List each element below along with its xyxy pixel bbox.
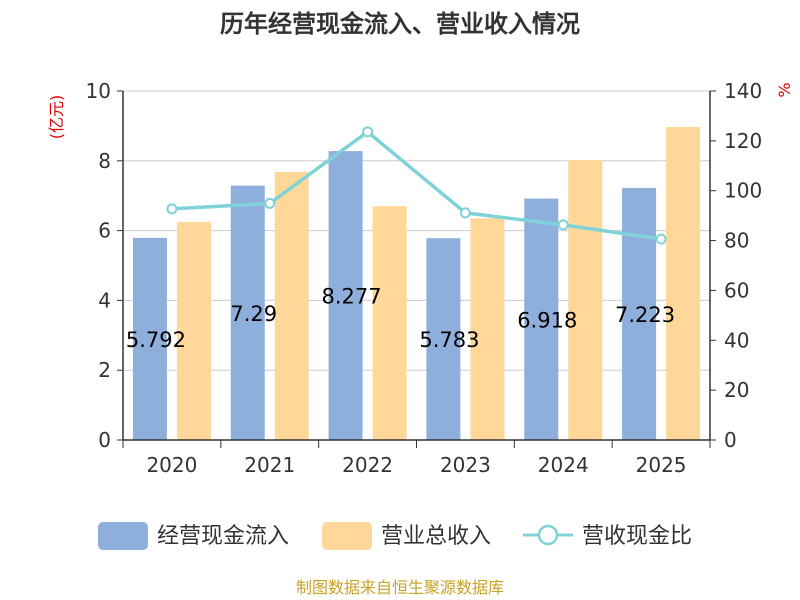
x-tick-label: 2022 [342,453,393,477]
legend-label-cash-inflow: 经营现金流入 [157,524,289,549]
x-tick-label: 2021 [244,453,295,477]
legend-label-ratio: 营收现金比 [582,524,692,549]
chart-title: 历年经营现金流入、营业收入情况 [220,10,580,38]
legend-swatch-total-revenue [322,522,372,550]
source-note: 制图数据来自恒生聚源数据库 [296,578,504,597]
x-tick-label: 2023 [440,453,491,477]
legend-swatch-cash-inflow [98,522,148,550]
data-label: 5.783 [419,328,479,352]
left-tick-label: 0 [98,428,111,452]
right-tick-label: 80 [724,229,749,253]
data-labels: 5.792 7.29 8.277 5.783 6.918 7.223 [126,285,675,353]
bar-cash-inflow [132,237,167,440]
data-label: 8.277 [322,285,382,309]
x-tick-label: 2024 [538,453,589,477]
gridlines [123,90,710,371]
left-tick-label: 10 [86,79,111,103]
right-tick-label: 60 [724,278,749,302]
ratio-line [166,126,667,245]
left-tick-label: 2 [98,358,111,382]
ratio-line-path [171,129,662,241]
bar-total-revenue [274,171,309,440]
bar-cash-inflow [426,238,461,440]
bar-total-revenue [666,126,701,441]
left-tick-label: 4 [98,288,111,312]
right-tick-label: 140 [724,79,762,103]
ratio-point [264,197,276,209]
ratio-point [459,207,471,219]
right-tick-label: 100 [724,179,762,203]
bar-cash-inflow [622,187,657,440]
right-tick-label: 120 [724,129,762,153]
x-tick-label: 2020 [146,453,197,477]
bars [132,126,701,441]
ratio-point [557,219,569,231]
left-tick-label: 8 [98,149,111,173]
data-label: 5.792 [126,328,186,352]
ratio-point [362,126,374,138]
bar-total-revenue [568,160,603,441]
legend: 经营现金流入 营业总收入 营收现金比 [98,522,692,550]
data-label: 7.223 [615,303,675,327]
right-tick-label: 40 [724,328,749,352]
bar-cash-inflow [328,151,363,441]
legend-marker-ratio [537,524,559,546]
legend-label-total-revenue: 营业总收入 [381,524,491,549]
ratio-point [166,203,178,215]
bar-cash-inflow [230,185,265,440]
x-tick-label: 2025 [636,453,687,477]
bar-total-revenue [372,206,407,440]
bar-cash-inflow [524,198,559,440]
bar-total-revenue [470,218,505,440]
data-label: 7.29 [230,302,277,326]
left-tick-label: 6 [98,219,111,243]
data-label: 6.918 [517,308,577,332]
right-axis-label: % [775,82,794,97]
ratio-point [655,233,667,245]
left-axis-label: (亿元) [47,95,66,140]
right-tick-label: 0 [724,428,737,452]
bar-total-revenue [176,221,211,440]
right-tick-label: 20 [724,378,749,402]
